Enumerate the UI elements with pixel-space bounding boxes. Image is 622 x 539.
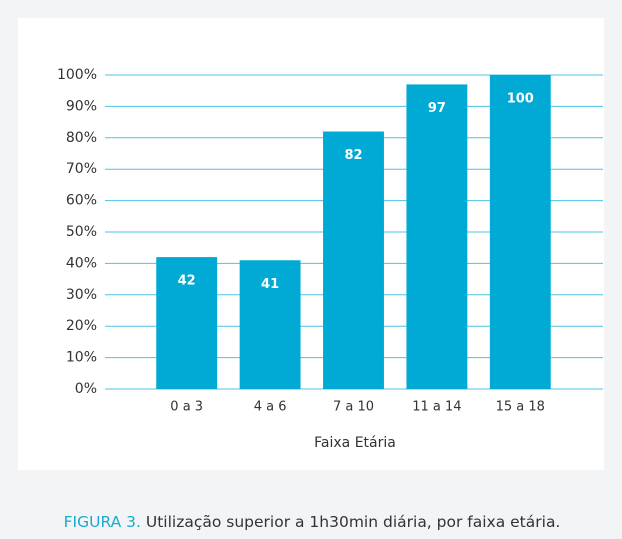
y-tick-label: 60% xyxy=(66,193,97,209)
x-tick-label: 11 a 14 xyxy=(412,400,461,415)
x-tick-label: 4 a 6 xyxy=(254,400,287,415)
y-tick-label: 70% xyxy=(66,161,97,177)
value-label: 41 xyxy=(261,277,279,292)
bar xyxy=(239,260,301,389)
value-label: 100 xyxy=(507,92,534,107)
x-axis-label: Faixa Etária xyxy=(314,435,396,451)
caption-label: FIGURA 3. xyxy=(64,513,141,531)
y-tick-label: 20% xyxy=(66,318,97,334)
y-tick-label: 80% xyxy=(66,130,97,146)
bar xyxy=(323,131,384,389)
bar xyxy=(489,75,551,389)
y-tick-label: 100% xyxy=(57,67,97,83)
caption: FIGURA 3. Utilização superior a 1h30min … xyxy=(64,513,561,531)
bar xyxy=(156,257,218,389)
y-tick-label: 50% xyxy=(66,224,97,240)
y-tick-label: 10% xyxy=(66,350,97,366)
y-tick-label: 0% xyxy=(75,381,97,397)
value-label: 42 xyxy=(178,274,196,289)
caption-text: Utilização superior a 1h30min diária, po… xyxy=(146,513,561,531)
value-label: 82 xyxy=(344,148,362,163)
value-label: 97 xyxy=(428,101,446,116)
y-tick-label: 90% xyxy=(66,98,97,114)
bar xyxy=(406,84,468,390)
x-tick-label: 7 a 10 xyxy=(333,400,374,415)
x-tick-label: 0 a 3 xyxy=(170,400,203,415)
x-tick-label: 15 a 18 xyxy=(496,400,545,415)
y-tick-label: 40% xyxy=(66,255,97,271)
y-tick-label: 30% xyxy=(66,287,97,303)
